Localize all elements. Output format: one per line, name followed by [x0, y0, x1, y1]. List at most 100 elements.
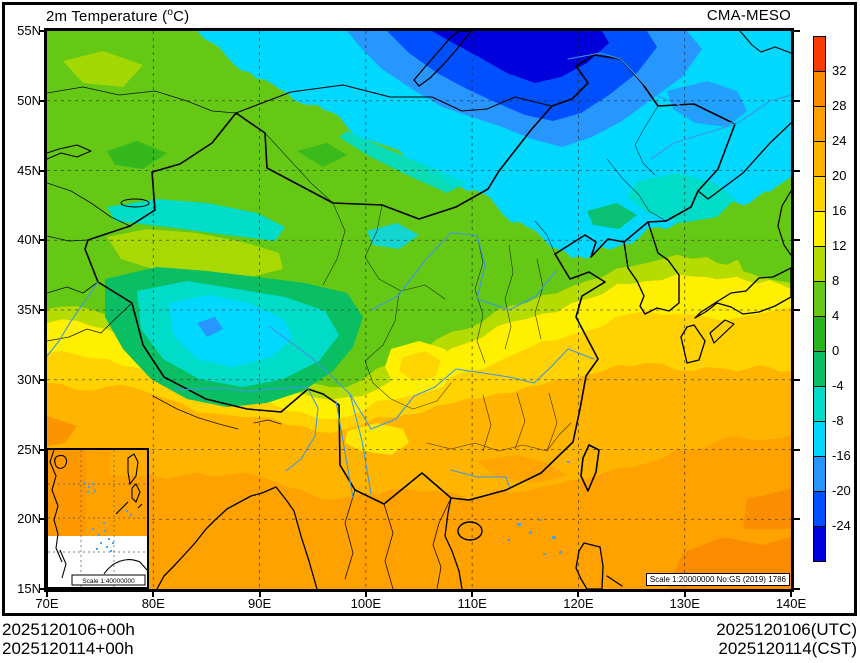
temperature-colorbar: [813, 36, 826, 562]
axis-tick-mark: [794, 518, 800, 521]
yangtze-river: [269, 326, 595, 430]
cold-core-deepblue-baikal: [432, 31, 609, 83]
colorbar-tick-label: 0: [832, 343, 840, 358]
sichuan-basin-core: [399, 351, 441, 381]
salween-river: [335, 400, 354, 499]
inset-scale-label: Scale 1:40000000: [82, 578, 135, 585]
province-borders: [264, 105, 667, 452]
manchuria-turquoise: [627, 173, 735, 223]
taiwan-coast: [580, 444, 600, 492]
lat-tick-label: 20N: [17, 511, 41, 527]
axis-tick-mark: [40, 169, 46, 172]
issyk-kul-lake: [120, 198, 150, 208]
kyushu-coast: [680, 324, 706, 364]
colorbar-segment: [813, 526, 826, 562]
axis-tick-mark: [40, 448, 46, 451]
axis-tick-mark: [794, 448, 800, 451]
colorbar-tick-label: 32: [832, 63, 847, 78]
korea-coast: [623, 221, 680, 315]
shikoku-coast: [709, 319, 735, 344]
india-myanmar-coast: [156, 486, 318, 589]
vietnam-coast: [444, 497, 463, 589]
colorbar-tick-label: 16: [832, 203, 847, 218]
colorbar-segment: [813, 491, 826, 527]
inset-gridlines: [48, 450, 147, 587]
axis-tick-mark: [40, 588, 46, 590]
axis-tick-mark: [46, 592, 48, 597]
palawan-fragment: [606, 575, 623, 587]
colorbar-tick-label: 24: [832, 133, 847, 148]
indus-river: [47, 281, 99, 357]
japan-sea-coast-green: [735, 177, 791, 283]
colorbar-tick-label: 12: [832, 238, 847, 253]
axis-tick-mark: [794, 378, 800, 381]
axis-tick-mark: [577, 592, 580, 597]
axis-tick-mark: [794, 588, 800, 590]
grid-lines: [47, 31, 791, 589]
axis-tick-mark: [794, 239, 800, 242]
model-name: CMA-MESO: [706, 7, 791, 24]
colorbar-tick-label: -8: [832, 413, 844, 428]
mekong-river: [349, 393, 372, 495]
colorbar-tick-label: -20: [832, 483, 851, 498]
lon-tick-label: 70E: [35, 596, 59, 611]
colorbar-tick-label: 20: [832, 168, 847, 183]
colorbar-tick-label: -24: [832, 518, 851, 533]
okhotsk-coast-fragment: [739, 31, 791, 54]
green-texture-nw: [63, 51, 143, 87]
axis-tick-mark: [152, 592, 155, 597]
south-china-sea-inset: Scale 1:40000000: [46, 448, 149, 589]
temperature-band: [47, 254, 791, 400]
tibet-cyan-core: [169, 295, 293, 367]
darkgreen-speck-2: [297, 143, 347, 167]
lat-tick-label: 35N: [17, 302, 41, 317]
colorbar-tick-label: -16: [832, 448, 851, 463]
japan-gold-patch: [687, 307, 791, 363]
valid-time-utc-label: 2025120106(UTC): [716, 620, 857, 639]
colorbar-segment: [813, 351, 826, 387]
colorbar-segment: [813, 176, 826, 212]
country-borders-west: [47, 86, 282, 430]
coastlines-and-borders: [47, 31, 791, 589]
lat-tick-label: 30N: [17, 371, 41, 387]
lat-tick-label: 55N: [17, 23, 41, 38]
colorbar-segment: [813, 281, 826, 317]
island-dots: [507, 461, 570, 555]
tibet-coldest-speck: [197, 317, 223, 337]
yunnan-warm-patch: [345, 423, 409, 455]
lon-tick-label: 80E: [141, 596, 165, 611]
title-text: 2m Temperature (: [46, 8, 168, 25]
axis-tick-mark: [40, 239, 46, 242]
colorbar-tick-label: 4: [832, 308, 840, 323]
tarim-basin-patch: [107, 229, 283, 279]
lat-tick-label: 25N: [17, 441, 41, 457]
lon-tick-label: 120E: [563, 596, 594, 611]
axis-tick-mark: [790, 592, 792, 597]
degree-symbol: o: [167, 7, 174, 18]
cold-strip-tianshan: [107, 199, 285, 241]
cold-patch-amur: [667, 81, 747, 127]
inset-coastlines: [49, 449, 148, 579]
lon-tick-label: 140E: [775, 596, 807, 611]
north-honshu-coast: [777, 190, 791, 256]
turquoise-fringe-mongolia: [339, 131, 467, 193]
axis-tick-mark: [40, 309, 46, 311]
map-plot-area: Scale 1:40000000 Scale 1:20000000 No:GS …: [44, 28, 794, 592]
colorbar-tick-label: 28: [832, 98, 847, 113]
init-time-cst-label: 2025120114+00h: [2, 639, 134, 658]
warm-patch-west: [47, 416, 77, 446]
lat-tick-label: 15N: [17, 581, 41, 596]
title-unit: C): [173, 8, 190, 25]
page-title: 2m Temperature (oC): [46, 7, 189, 25]
lon-tick-label: 110E: [457, 596, 487, 611]
colorbar-segment: [813, 456, 826, 492]
axis-tick-mark: [258, 592, 261, 597]
axis-tick-mark: [794, 30, 800, 32]
axis-tick-mark: [40, 378, 46, 381]
axis-tick-mark: [364, 592, 367, 597]
valid-time-cst-label: 2025120114(CST): [718, 639, 857, 658]
yellow-river: [370, 232, 557, 311]
init-time-label: 2025120106+00h: [2, 620, 135, 639]
temperature-patches: [47, 31, 791, 589]
